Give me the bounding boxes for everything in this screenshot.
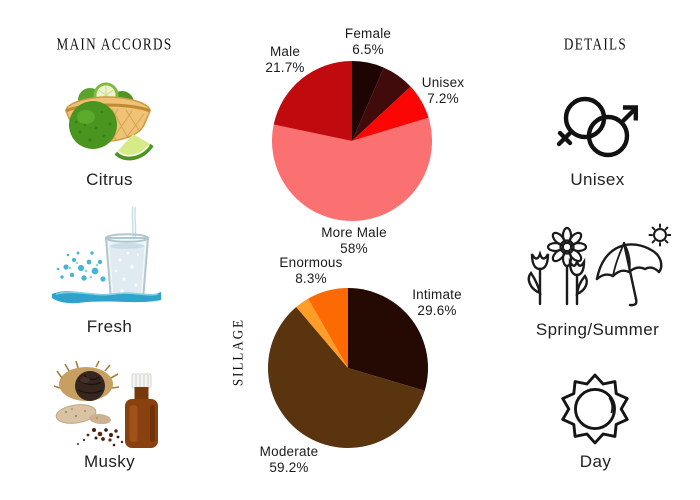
pie-slice-gender-unlabeled [352, 67, 411, 141]
pie-slice-sillage-unlabeled [296, 298, 348, 368]
pie-slice-gender-unisex [352, 86, 429, 141]
detail-label-day: Day [579, 452, 612, 471]
spring-summer-icon [527, 223, 671, 307]
gender-pie-chart [272, 61, 432, 221]
pie-label-female: Female 6.5% [344, 26, 392, 57]
musky-accord-image [53, 360, 158, 448]
detail-label-unisex: Unisex [570, 170, 625, 189]
pie-label-male: Male 21.7% [265, 44, 305, 75]
details-title: DETAILS [563, 35, 628, 55]
day-sun-icon [561, 373, 629, 445]
detail-label-spring-summer: Spring/Summer [535, 320, 660, 339]
accord-label-musky: Musky [83, 452, 136, 471]
pie-slice-gender-female [352, 61, 384, 141]
pie-label-unisex: Unisex 7.2% [421, 75, 465, 106]
fresh-accord-image [52, 206, 161, 304]
pie-label-intimate: Intimate 29.6% [412, 287, 462, 318]
citrus-accord-image [65, 82, 154, 161]
pie-label-moderate: Moderate 59.2% [259, 444, 319, 475]
accord-label-citrus: Citrus [86, 170, 133, 189]
main-accords-title: MAIN ACCORDS [56, 35, 173, 55]
pie-slice-sillage-enormous [308, 288, 348, 368]
pie-label-more-male: More Male 58% [321, 225, 387, 256]
sillage-axis-title: SILLAGE [229, 317, 246, 387]
pie-slice-sillage-intimate [348, 288, 428, 391]
unisex-gender-icon [556, 96, 638, 158]
pie-slice-sillage-moderate [268, 307, 425, 448]
accord-label-fresh: Fresh [86, 317, 133, 336]
sillage-pie-chart [268, 288, 428, 448]
pie-slice-gender-more-male [272, 117, 432, 221]
pie-slice-gender-male [273, 61, 352, 141]
pie-label-enormous: Enormous 8.3% [279, 255, 343, 286]
